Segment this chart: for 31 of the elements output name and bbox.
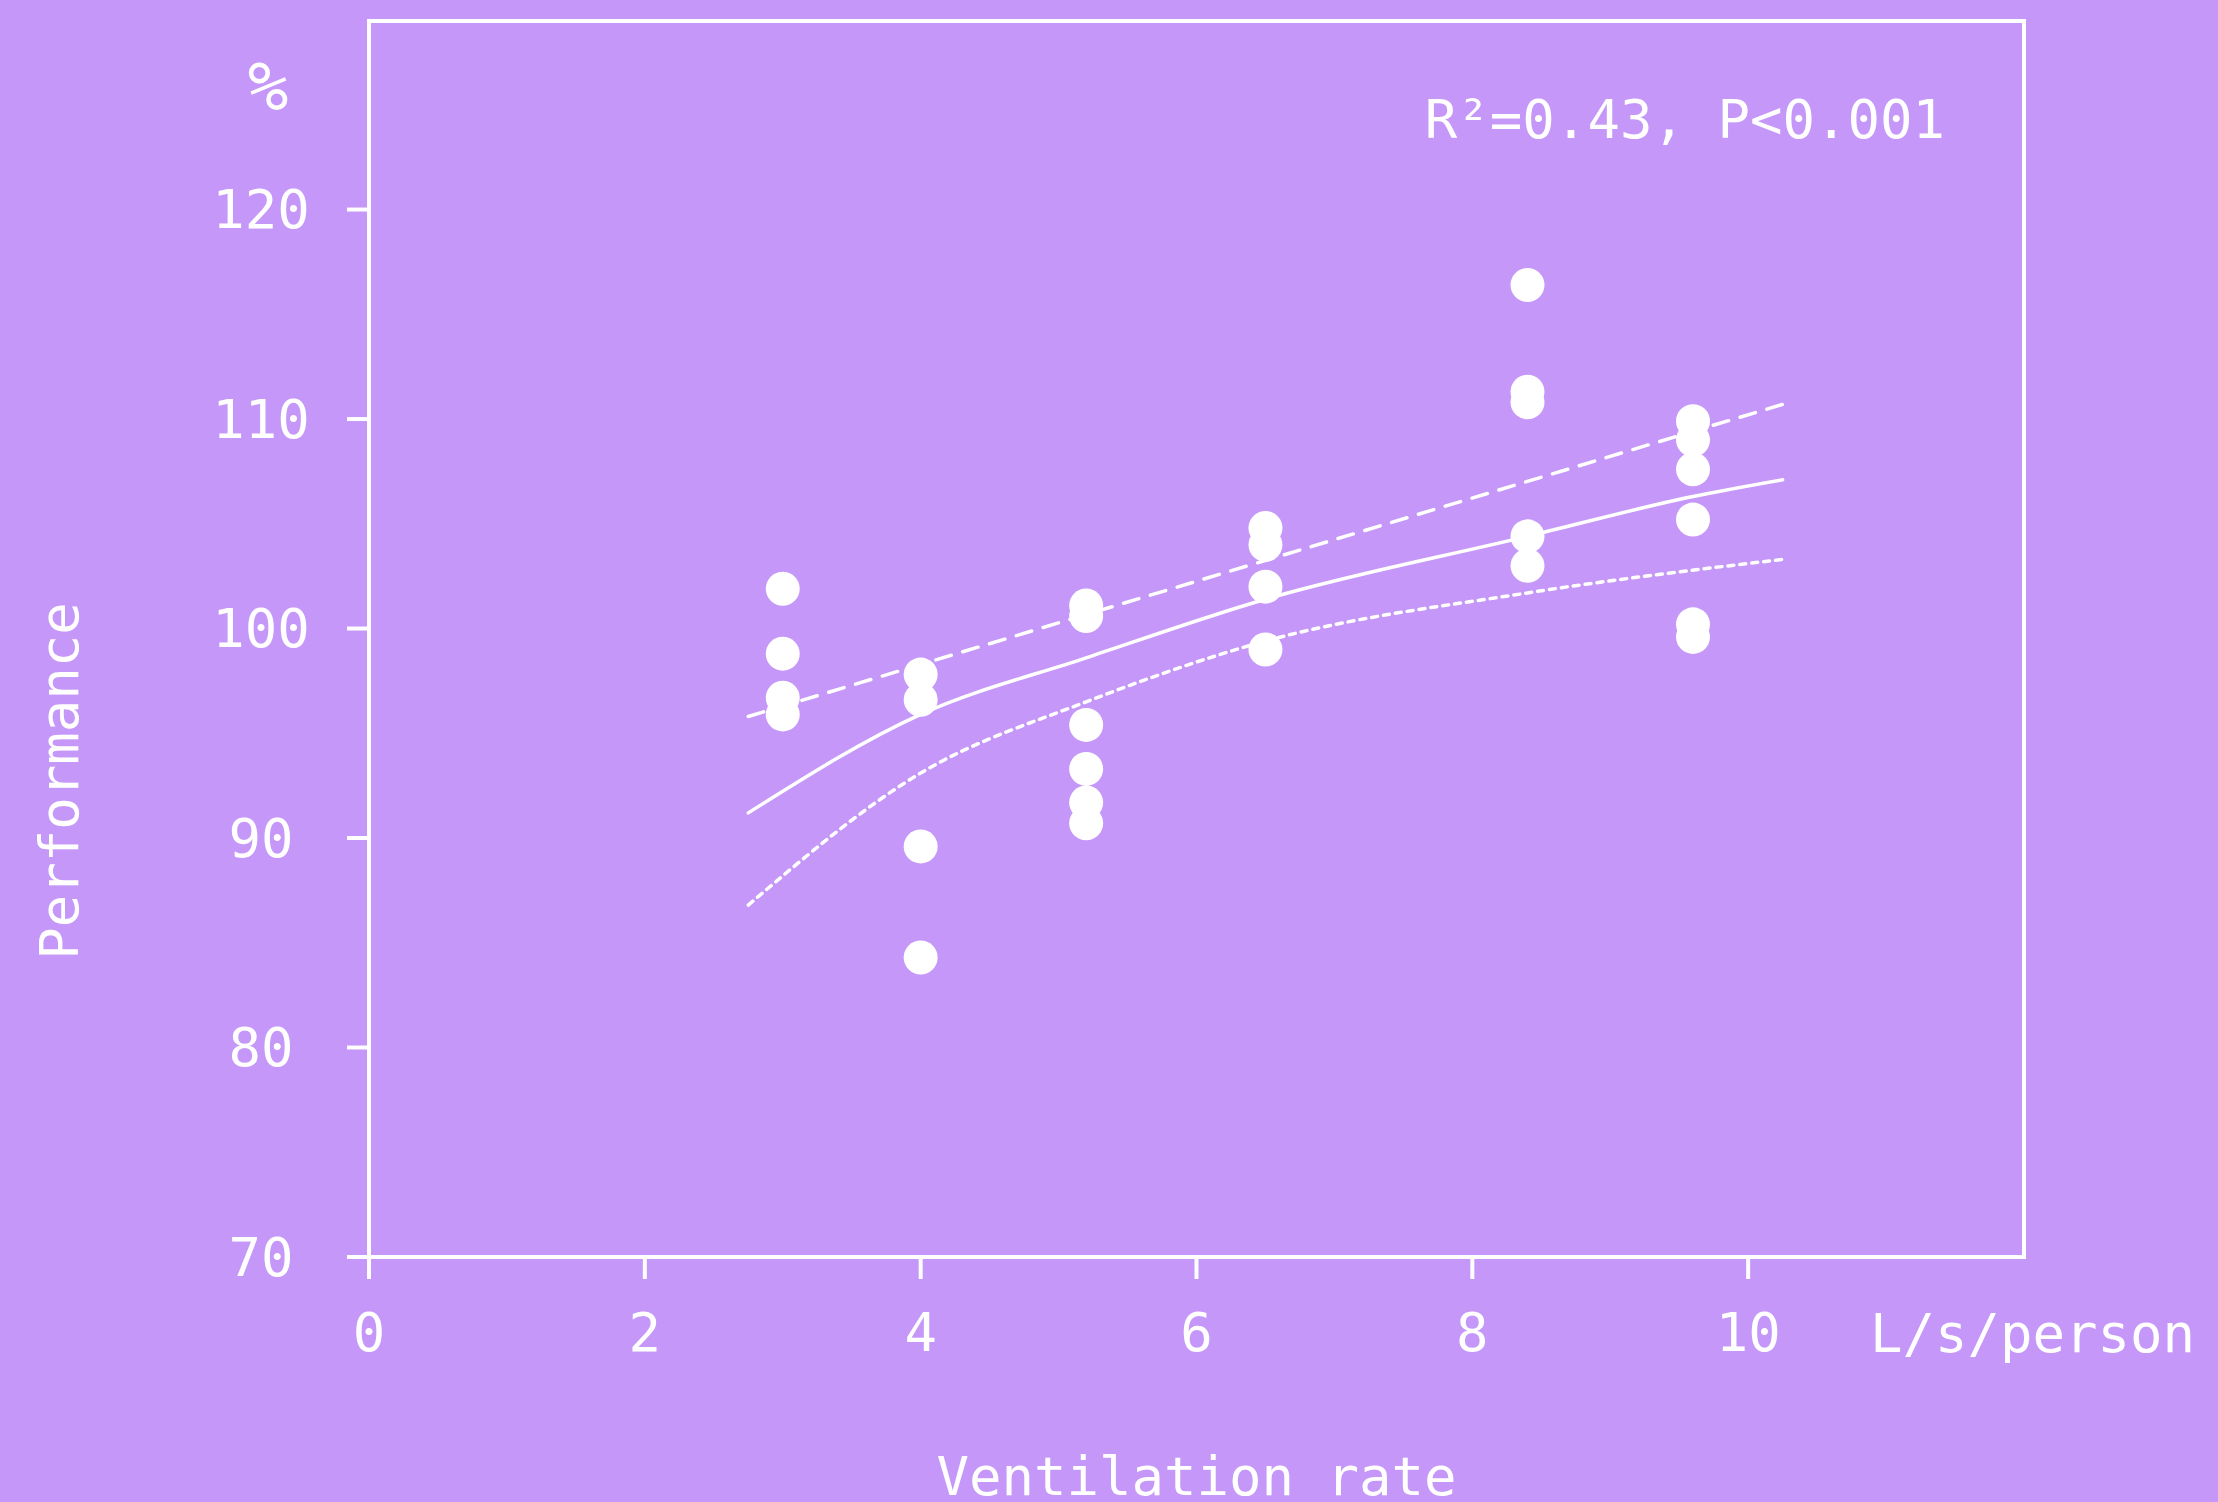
y-axis-title: Performance xyxy=(28,602,91,960)
point xyxy=(1676,452,1710,487)
x-axis-title: Ventilation rate xyxy=(936,1445,1457,1502)
point xyxy=(765,571,800,606)
line-series xyxy=(746,557,1785,907)
y-tick-label: 100 xyxy=(212,597,310,661)
x-tick-label: 4 xyxy=(904,1301,937,1364)
x-tick-label: 10 xyxy=(1715,1301,1781,1364)
point xyxy=(1069,707,1104,742)
point xyxy=(765,636,800,671)
x-tick-label: 8 xyxy=(1456,1301,1489,1364)
point xyxy=(1248,632,1283,667)
text: % xyxy=(247,47,289,126)
point xyxy=(1069,751,1104,786)
x-tick-label: 0 xyxy=(352,1301,386,1364)
x-tick-label: 6 xyxy=(1180,1301,1213,1364)
text: L/s/person xyxy=(1870,1302,2196,1365)
point xyxy=(1248,569,1283,604)
point xyxy=(1510,548,1545,583)
point xyxy=(1676,502,1710,537)
y-tick-label: 70 xyxy=(228,1225,294,1289)
y-tick-label: 90 xyxy=(228,806,294,870)
line-series xyxy=(746,478,1785,815)
x-tick-label: 2 xyxy=(628,1301,662,1364)
point xyxy=(1510,267,1545,302)
point xyxy=(903,940,938,975)
y-tick-label: 120 xyxy=(212,178,310,242)
annotation: R²=0.43, P<0.001 xyxy=(1424,88,1945,151)
y-tick-label: 80 xyxy=(228,1016,294,1080)
y-tick-label: 110 xyxy=(212,387,310,451)
point xyxy=(903,829,938,864)
